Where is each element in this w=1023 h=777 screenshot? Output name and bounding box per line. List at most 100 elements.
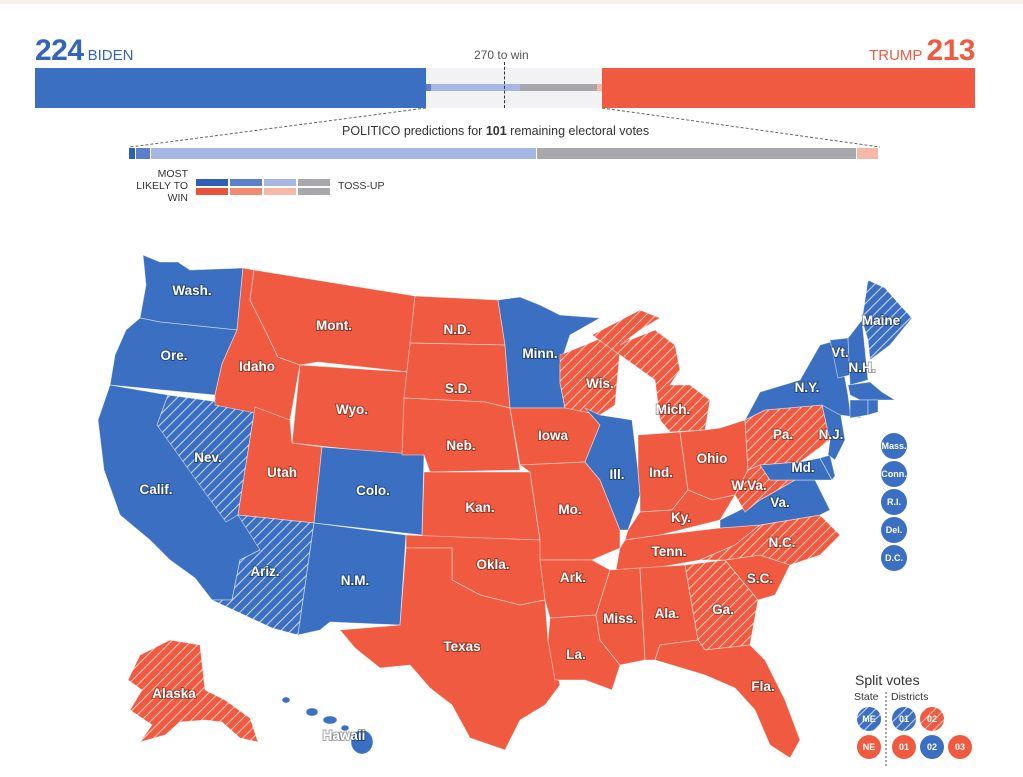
label-ga: Ga. bbox=[712, 602, 734, 617]
split-ne-district-1[interactable]: 01 bbox=[892, 735, 916, 759]
legend-dem-3 bbox=[264, 179, 296, 186]
label-la: La. bbox=[566, 647, 586, 662]
state-fla[interactable] bbox=[654, 639, 801, 759]
legend-line-1: MOST bbox=[157, 168, 188, 180]
label-ny: N.Y. bbox=[795, 380, 820, 395]
split-me-state[interactable]: ME bbox=[857, 707, 881, 731]
label-texas: Texas bbox=[443, 639, 480, 654]
label-alaska: Alaska bbox=[152, 686, 196, 701]
pred-tossup bbox=[537, 148, 856, 159]
split-me-district-1[interactable]: 01 bbox=[892, 707, 916, 731]
legend-tossup-bottom bbox=[298, 188, 330, 195]
small-state-dc[interactable]: D.C. bbox=[881, 545, 907, 571]
state-sd[interactable] bbox=[403, 342, 511, 409]
state-alaska[interactable] bbox=[127, 639, 259, 743]
state-ny[interactable] bbox=[744, 339, 863, 421]
state-nh[interactable] bbox=[847, 318, 869, 386]
split-state-label: State bbox=[854, 691, 879, 703]
biden-score: 224 BIDEN bbox=[35, 34, 137, 68]
label-maine: Maine bbox=[862, 313, 901, 328]
label-wyo: Wyo. bbox=[336, 402, 368, 417]
label-nm: N.M. bbox=[341, 573, 370, 588]
split-votes-title: Split votes bbox=[855, 672, 920, 688]
label-miss: Miss. bbox=[603, 611, 637, 626]
small-state-markers: Mass. Conn. R.I. Del. D.C. bbox=[881, 433, 907, 571]
label-ala: Ala. bbox=[655, 606, 680, 621]
legend-tossup-top bbox=[298, 179, 330, 186]
split-me-district-2[interactable]: 02 bbox=[920, 707, 944, 731]
state-md[interactable] bbox=[759, 457, 833, 481]
remaining-tossup bbox=[520, 84, 597, 91]
label-md: Md. bbox=[791, 460, 814, 475]
legend-line-3: WIN bbox=[167, 192, 188, 204]
state-texas[interactable] bbox=[339, 547, 561, 751]
split-ne-d1-label: 01 bbox=[899, 742, 909, 752]
state-mich[interactable] bbox=[591, 309, 711, 433]
label-wva: W.Va. bbox=[731, 478, 766, 493]
small-state-mass[interactable]: Mass. bbox=[881, 433, 907, 459]
state-neb[interactable] bbox=[401, 397, 521, 473]
label-mont: Mont. bbox=[316, 318, 352, 333]
label-ill: Ill. bbox=[609, 467, 624, 482]
legend-line-2: LIKELY TO bbox=[136, 180, 188, 192]
label-vt: Vt. bbox=[831, 345, 848, 360]
legend-tossup-label: TOSS-UP bbox=[338, 180, 385, 192]
label-neb: Neb. bbox=[446, 438, 475, 453]
prediction-connectors bbox=[129, 107, 881, 148]
remaining-tilt-rep bbox=[597, 84, 602, 91]
label-tenn: Tenn. bbox=[652, 544, 687, 559]
label-ohio: Ohio bbox=[697, 451, 728, 466]
state-minn[interactable] bbox=[497, 296, 602, 409]
small-state-del-label: Del. bbox=[886, 525, 903, 535]
label-utah: Utah bbox=[267, 465, 297, 480]
split-ne-d3-label: 03 bbox=[955, 742, 965, 752]
label-fla: Fla. bbox=[751, 679, 774, 694]
small-state-mass-label: Mass. bbox=[881, 441, 906, 451]
label-okla: Okla. bbox=[476, 557, 509, 572]
state-labels: Wash. Ore. Calif. Nev. Idaho Mont. Wyo. … bbox=[138, 282, 901, 744]
label-sc: S.C. bbox=[747, 571, 773, 586]
small-state-conn-label: Conn. bbox=[881, 469, 907, 479]
win-line bbox=[504, 62, 505, 108]
label-mo: Mo. bbox=[558, 502, 581, 517]
prediction-label: POLITICO predictions for 101 remaining e… bbox=[339, 124, 653, 138]
small-state-conn[interactable]: Conn. bbox=[881, 461, 907, 487]
remaining-lean-dem bbox=[426, 84, 431, 91]
small-state-ri[interactable]: R.I. bbox=[881, 489, 907, 515]
legend-most-likely: MOST LIKELY TO WIN bbox=[128, 168, 188, 204]
label-iowa: Iowa bbox=[538, 428, 568, 443]
state-del[interactable] bbox=[819, 454, 836, 481]
pred-lean-dem bbox=[136, 148, 150, 159]
state-conn[interactable] bbox=[849, 399, 869, 419]
state-nc[interactable] bbox=[699, 514, 841, 566]
state-hawaii[interactable] bbox=[281, 696, 374, 755]
split-ne-district-3[interactable]: 03 bbox=[948, 735, 972, 759]
label-mich: Mich. bbox=[656, 402, 691, 417]
prediction-count: 101 bbox=[485, 124, 507, 138]
split-ne-state[interactable]: NE bbox=[857, 735, 881, 759]
state-maine[interactable] bbox=[861, 279, 913, 361]
label-nd: N.D. bbox=[444, 322, 471, 337]
split-me-d1-label: 01 bbox=[899, 714, 909, 724]
remaining-tilt-dem bbox=[431, 84, 520, 91]
label-ark: Ark. bbox=[560, 570, 586, 585]
win-threshold-label: 270 to win bbox=[474, 48, 529, 62]
label-ind: Ind. bbox=[649, 465, 673, 480]
prediction-bar bbox=[129, 148, 880, 159]
label-idaho: Idaho bbox=[239, 359, 275, 374]
label-pa: Pa. bbox=[773, 427, 793, 442]
state-nd[interactable] bbox=[409, 295, 506, 346]
pred-tilt-dem bbox=[151, 148, 536, 159]
state-ri[interactable] bbox=[867, 399, 879, 416]
electoral-bar bbox=[35, 62, 975, 108]
legend-rep-3 bbox=[264, 188, 296, 195]
legend-dem-1 bbox=[196, 179, 228, 186]
split-ne-district-2[interactable]: 02 bbox=[920, 735, 944, 759]
label-ky: Ky. bbox=[671, 510, 691, 525]
split-me-d2-label: 02 bbox=[927, 714, 937, 724]
label-calif: Calif. bbox=[139, 482, 172, 497]
state-mass[interactable] bbox=[847, 381, 897, 401]
small-state-del[interactable]: Del. bbox=[881, 517, 907, 543]
label-wis: Wis. bbox=[586, 376, 614, 391]
